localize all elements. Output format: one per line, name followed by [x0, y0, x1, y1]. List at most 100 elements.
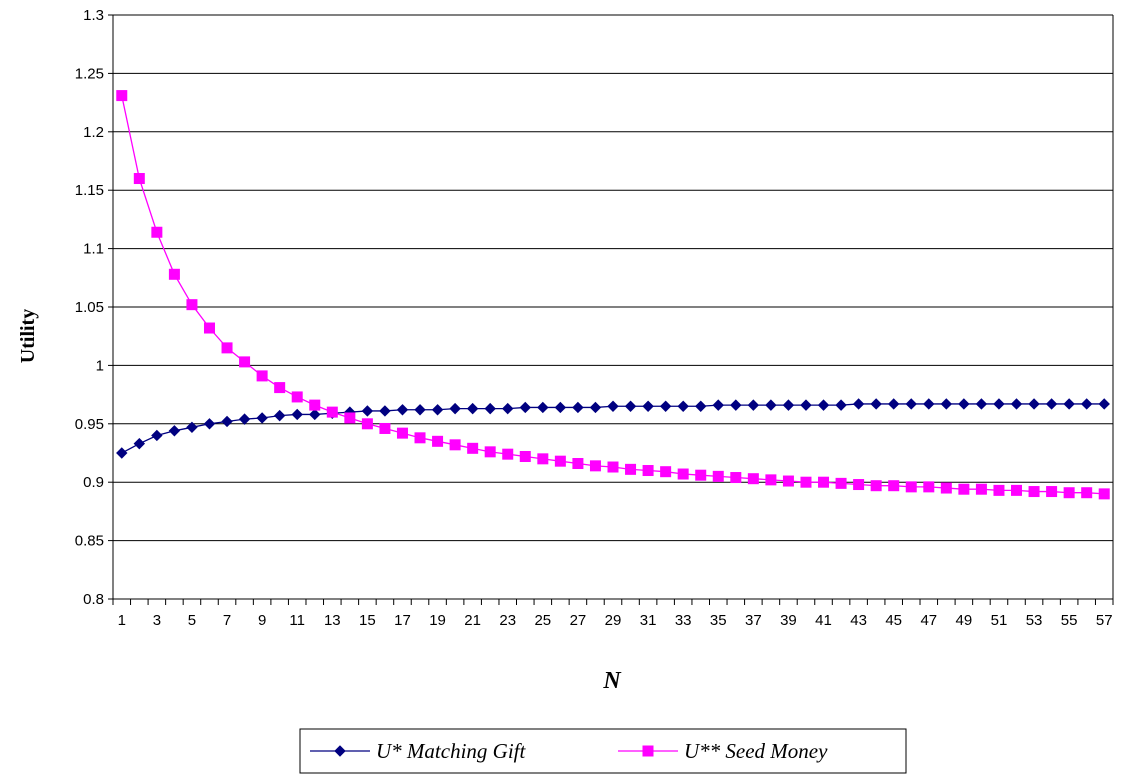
data-point	[835, 399, 847, 411]
data-point	[1011, 484, 1023, 496]
data-point	[782, 475, 794, 487]
data-point	[782, 399, 795, 411]
data-point	[116, 447, 128, 459]
data-point	[589, 460, 601, 472]
data-point	[256, 370, 268, 382]
x-tick-label: 13	[324, 612, 341, 629]
data-point	[344, 412, 356, 424]
data-point	[660, 466, 672, 478]
data-point	[975, 398, 988, 410]
data-point	[940, 398, 953, 410]
data-point	[221, 342, 233, 354]
data-point	[133, 437, 146, 450]
data-point	[168, 268, 180, 280]
data-point	[396, 404, 409, 416]
data-point	[116, 90, 128, 102]
data-point	[151, 226, 163, 238]
x-tick-label: 53	[1026, 612, 1043, 629]
legend-label: U* Matching Gift	[376, 739, 526, 763]
data-point	[817, 399, 830, 411]
data-point	[800, 399, 812, 411]
legend-marker	[334, 745, 346, 757]
data-point	[414, 404, 426, 416]
y-tick-label: 1.1	[83, 241, 104, 258]
data-point	[625, 463, 637, 475]
y-tick-label: 1.2	[83, 124, 104, 141]
data-point	[502, 402, 514, 415]
data-point	[186, 421, 198, 434]
data-point	[730, 399, 742, 411]
y-tick-label: 1.15	[75, 182, 104, 199]
x-tick-label: 49	[956, 612, 973, 629]
data-point	[449, 439, 461, 451]
x-tick-label: 37	[745, 612, 762, 629]
legend-item-1: U* Matching Gift	[310, 739, 526, 763]
data-point	[975, 483, 987, 495]
x-tick-label: 45	[885, 612, 902, 629]
data-point	[852, 398, 865, 410]
data-point	[870, 398, 882, 410]
data-point	[642, 400, 654, 412]
data-point	[484, 402, 496, 415]
legend-box	[299, 728, 907, 774]
x-axis-title: N	[602, 668, 622, 694]
y-tick-label: 0.95	[75, 416, 104, 433]
x-tick-label: 5	[188, 612, 196, 629]
x-tick-label: 15	[359, 612, 376, 629]
x-tick-label: 7	[223, 612, 231, 629]
y-tick-label: 1.05	[75, 299, 104, 316]
data-point	[519, 451, 531, 463]
data-point	[361, 405, 374, 417]
data-point	[624, 400, 637, 412]
x-tick-label: 33	[675, 612, 692, 629]
data-point	[747, 473, 759, 485]
x-tick-label: 27	[570, 612, 587, 629]
data-point	[1046, 486, 1058, 498]
series	[116, 90, 1110, 500]
x-tick-label: 23	[499, 612, 516, 629]
data-point	[431, 404, 444, 416]
data-point	[554, 455, 566, 467]
data-point	[554, 401, 567, 414]
data-point	[887, 398, 900, 410]
data-point	[203, 322, 215, 334]
data-point	[572, 401, 584, 414]
data-point	[853, 479, 865, 491]
data-point	[309, 408, 321, 421]
data-point	[326, 406, 338, 418]
data-point	[923, 481, 935, 493]
data-point	[133, 173, 145, 185]
data-point	[396, 427, 408, 439]
data-point	[168, 425, 181, 437]
y-tick-label: 1.25	[75, 65, 104, 82]
data-point	[151, 429, 163, 442]
series-1	[116, 398, 1110, 459]
data-point	[870, 480, 882, 492]
legend-label: U** Seed Money	[684, 739, 828, 763]
data-point	[905, 398, 917, 410]
y-tick-label: 1	[96, 357, 104, 374]
x-tick-label: 47	[920, 612, 937, 629]
data-point	[186, 299, 198, 311]
data-point	[712, 470, 724, 482]
data-point	[203, 418, 216, 430]
series-line	[121, 95, 1105, 495]
data-point	[537, 453, 549, 465]
data-point	[923, 398, 935, 410]
data-point	[1045, 398, 1058, 410]
data-point	[466, 402, 479, 415]
data-point	[993, 484, 1005, 496]
data-point	[677, 400, 689, 412]
data-point	[958, 398, 970, 410]
data-point	[730, 472, 742, 484]
data-point	[888, 480, 900, 492]
gridlines	[113, 14, 1114, 599]
x-tick-label: 31	[640, 612, 657, 629]
data-point	[940, 482, 952, 494]
data-point	[1098, 488, 1110, 500]
data-point	[695, 469, 707, 481]
data-point	[1028, 398, 1040, 410]
x-tick-label: 11	[289, 612, 305, 629]
